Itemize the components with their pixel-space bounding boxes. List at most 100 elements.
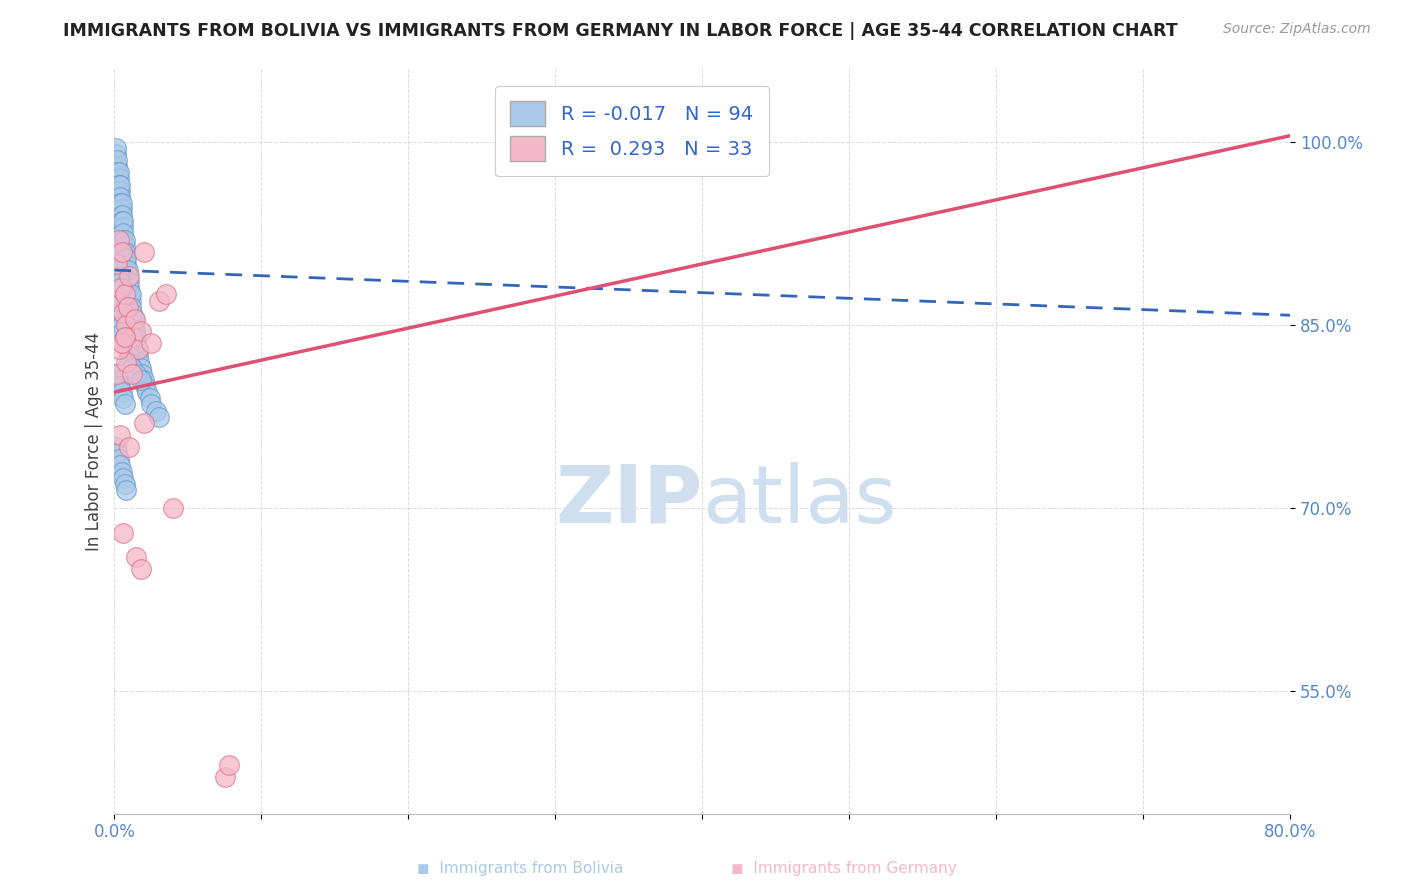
Point	[128, 354, 150, 368]
Point	[138, 392, 160, 406]
Point	[108, 269, 131, 284]
Point	[108, 306, 131, 320]
Point	[118, 281, 141, 295]
Point	[115, 483, 138, 497]
Point	[115, 251, 138, 265]
Point	[111, 195, 134, 210]
Point	[111, 244, 134, 259]
Point	[122, 318, 145, 332]
Point	[111, 214, 134, 228]
Point	[105, 159, 128, 173]
Point	[111, 465, 134, 479]
Point	[115, 263, 138, 277]
Point	[112, 525, 135, 540]
Point	[115, 336, 138, 351]
Point	[105, 263, 128, 277]
Point	[108, 452, 131, 467]
Point	[118, 269, 141, 284]
Point	[134, 379, 156, 393]
Legend: R = -0.017   N = 94, R =  0.293   N = 33: R = -0.017 N = 94, R = 0.293 N = 33	[495, 86, 769, 177]
Point	[117, 300, 139, 314]
Point	[110, 458, 132, 473]
Point	[118, 349, 141, 363]
Point	[125, 367, 148, 381]
Text: ZIP: ZIP	[555, 462, 702, 540]
Point	[111, 385, 134, 400]
Point	[112, 233, 135, 247]
Point	[110, 379, 132, 393]
Text: ◼  Immigrants from Germany: ◼ Immigrants from Germany	[731, 861, 956, 876]
Point	[117, 263, 139, 277]
Point	[127, 349, 149, 363]
Point	[124, 312, 146, 326]
Point	[104, 293, 127, 308]
Point	[129, 562, 152, 576]
Point	[117, 269, 139, 284]
Text: IMMIGRANTS FROM BOLIVIA VS IMMIGRANTS FROM GERMANY IN LABOR FORCE | AGE 35-44 CO: IMMIGRANTS FROM BOLIVIA VS IMMIGRANTS FR…	[63, 22, 1178, 40]
Point	[155, 287, 177, 301]
Point	[120, 287, 142, 301]
Point	[108, 178, 131, 192]
Point	[112, 220, 135, 235]
Point	[114, 238, 136, 252]
Point	[214, 770, 236, 784]
Point	[114, 397, 136, 411]
Point	[108, 184, 131, 198]
Text: Source: ZipAtlas.com: Source: ZipAtlas.com	[1223, 22, 1371, 37]
Point	[105, 257, 128, 271]
Point	[104, 147, 127, 161]
Point	[108, 171, 131, 186]
Point	[129, 373, 152, 387]
Point	[121, 367, 143, 381]
Point	[118, 440, 141, 454]
Point	[112, 392, 135, 406]
Point	[218, 757, 240, 772]
Text: ◼  Immigrants from Bolivia: ◼ Immigrants from Bolivia	[418, 861, 623, 876]
Point	[114, 244, 136, 259]
Point	[108, 165, 131, 179]
Point	[125, 336, 148, 351]
Point	[105, 367, 128, 381]
Point	[114, 251, 136, 265]
Point	[141, 336, 163, 351]
Point	[105, 446, 128, 460]
Point	[111, 336, 134, 351]
Point	[141, 397, 163, 411]
Point	[115, 257, 138, 271]
Point	[118, 354, 141, 368]
Point	[132, 416, 155, 430]
Point	[111, 318, 134, 332]
Point	[132, 244, 155, 259]
Point	[105, 153, 128, 168]
Point	[110, 428, 132, 442]
Point	[114, 330, 136, 344]
Point	[104, 293, 127, 308]
Text: atlas: atlas	[702, 462, 897, 540]
Point	[111, 202, 134, 216]
Point	[162, 501, 184, 516]
Point	[111, 208, 134, 222]
Point	[105, 165, 128, 179]
Point	[121, 360, 143, 375]
Point	[110, 190, 132, 204]
Point	[104, 440, 127, 454]
Point	[108, 373, 131, 387]
Point	[117, 343, 139, 357]
Point	[124, 324, 146, 338]
Point	[120, 300, 142, 314]
Point	[112, 306, 135, 320]
Point	[104, 257, 127, 271]
Point	[118, 287, 141, 301]
Point	[121, 306, 143, 320]
Point	[125, 550, 148, 565]
Point	[110, 281, 132, 295]
Point	[120, 293, 142, 308]
Point	[129, 360, 152, 375]
Point	[110, 178, 132, 192]
Point	[145, 403, 167, 417]
Point	[112, 471, 135, 485]
Point	[129, 324, 152, 338]
Point	[127, 343, 149, 357]
Point	[108, 233, 131, 247]
Point	[110, 275, 132, 289]
